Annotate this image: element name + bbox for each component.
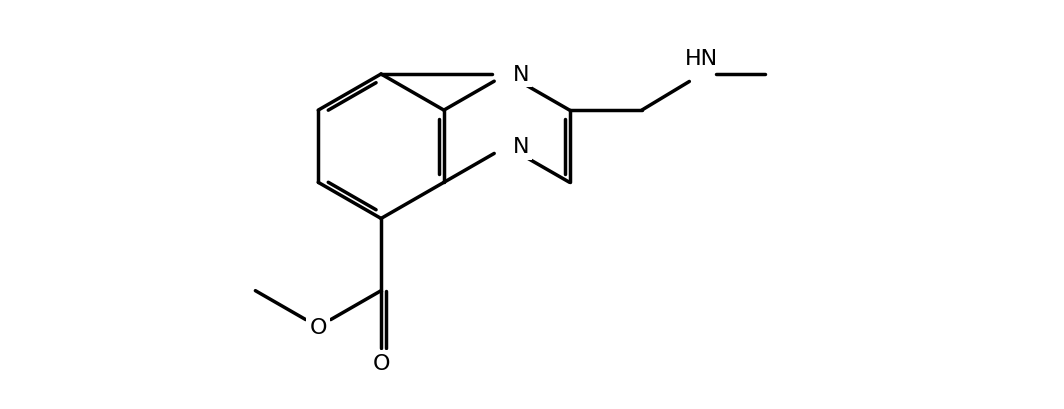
Text: O: O <box>372 353 389 373</box>
Text: O: O <box>310 317 327 337</box>
Text: N: N <box>513 137 529 157</box>
Text: HN: HN <box>685 49 718 69</box>
Text: N: N <box>513 65 529 85</box>
